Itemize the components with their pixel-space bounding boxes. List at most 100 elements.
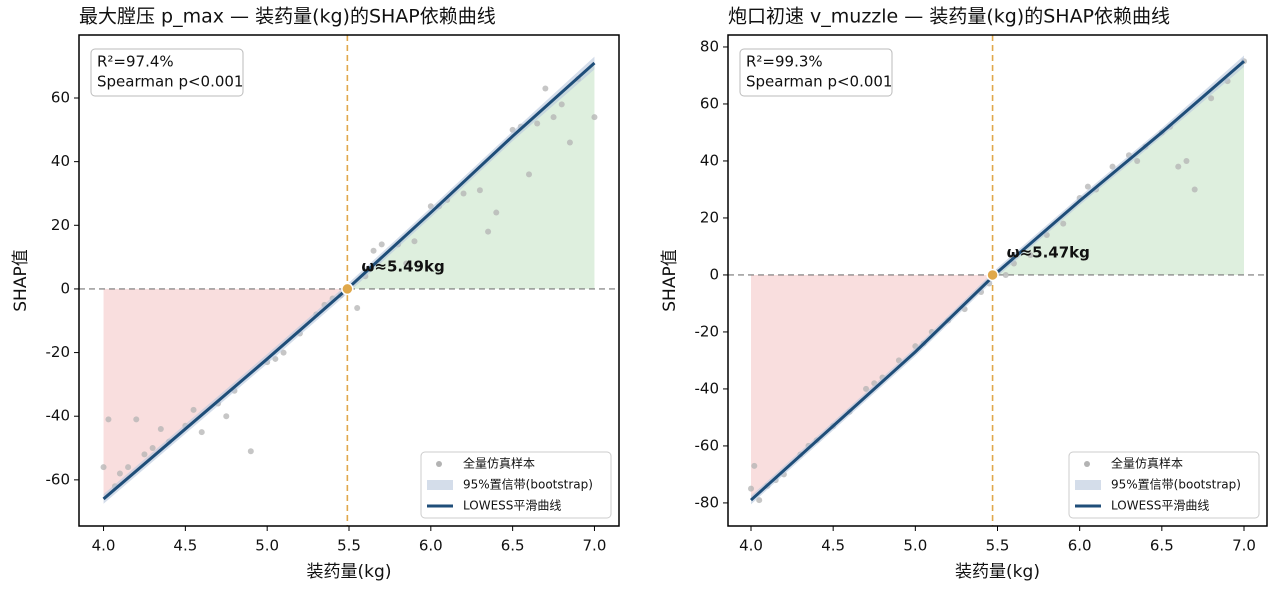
sample-point bbox=[1002, 271, 1009, 278]
y-tick-label: 0 bbox=[709, 265, 719, 283]
sample-point bbox=[748, 485, 755, 492]
sample-point bbox=[411, 238, 418, 245]
sample-point bbox=[591, 114, 598, 121]
x-tick-label: 5.5 bbox=[337, 537, 361, 555]
stats-box bbox=[90, 48, 244, 97]
legend-swatch bbox=[1075, 480, 1101, 490]
threshold-point bbox=[986, 268, 999, 282]
sample-point bbox=[1084, 183, 1091, 190]
sample-point bbox=[485, 228, 492, 235]
sample-point bbox=[542, 85, 549, 92]
legend-box bbox=[420, 451, 612, 519]
x-tick-label: 5.5 bbox=[986, 537, 1010, 555]
y-tick-label: 60 bbox=[51, 89, 70, 107]
sample-point bbox=[1060, 220, 1067, 227]
sample-point bbox=[1183, 157, 1190, 164]
legend-label: 95%置信带(bootstrap) bbox=[1111, 478, 1241, 492]
y-tick-label: 20 bbox=[51, 216, 70, 234]
sample-point bbox=[403, 260, 410, 267]
subplot: ω≈5.49kg 4.0 4.5 5.0 5.5 6.0 6.5 7.0 -60 -40 -20 0 2… bbox=[11, 6, 620, 582]
subplot: ω≈5.47kg 4.0 4.5 5.0 5.5 6.0 6.5 7.0 -80 -60 -40 -2… bbox=[660, 6, 1268, 582]
sample-point bbox=[1134, 157, 1141, 164]
sample-point bbox=[558, 101, 565, 108]
x-tick-label: 4.0 bbox=[92, 537, 116, 555]
stats-text: R²=99.3% bbox=[746, 53, 823, 71]
sample-point bbox=[550, 114, 557, 121]
y-tick-label: 40 bbox=[700, 151, 719, 169]
chart-title: 最大膛压 p_max — 装药量(kg)的SHAP依赖曲线 bbox=[79, 6, 496, 28]
legend-label: 全量仿真样本 bbox=[463, 456, 535, 471]
x-axis-label: 装药量(kg) bbox=[307, 562, 392, 582]
sample-point bbox=[1208, 95, 1215, 102]
sample-point bbox=[198, 429, 205, 436]
sample-point bbox=[149, 445, 156, 452]
legend-label: LOWESS平滑曲线 bbox=[463, 499, 561, 513]
stats-text: Spearman p<0.001 bbox=[746, 73, 892, 91]
x-tick-label: 6.0 bbox=[419, 537, 443, 555]
sample-point bbox=[141, 451, 148, 458]
sample-point bbox=[493, 209, 500, 216]
y-tick-label: 40 bbox=[51, 152, 70, 170]
sample-point bbox=[751, 462, 758, 469]
sample-point bbox=[125, 464, 132, 471]
chart-title: 炮口初速 v_muzzle — 装药量(kg)的SHAP依赖曲线 bbox=[728, 6, 1170, 28]
sample-point bbox=[534, 120, 541, 127]
sample-point bbox=[105, 416, 112, 423]
sample-point bbox=[476, 187, 483, 194]
y-tick-label: 80 bbox=[700, 37, 719, 55]
sample-point bbox=[370, 247, 377, 254]
legend-label: 全量仿真样本 bbox=[1111, 456, 1183, 471]
sample-point bbox=[354, 305, 361, 312]
sample-point bbox=[133, 416, 140, 423]
y-tick-label: -20 bbox=[695, 322, 720, 340]
legend-box bbox=[1068, 451, 1260, 519]
y-tick-label: -40 bbox=[695, 379, 720, 397]
stats-text: Spearman p<0.001 bbox=[97, 73, 243, 91]
sample-point bbox=[247, 448, 254, 455]
sample-point bbox=[863, 385, 870, 392]
legend-swatch bbox=[436, 461, 442, 467]
fill-above bbox=[992, 61, 1244, 275]
x-tick-label: 4.5 bbox=[173, 537, 197, 555]
sample-point bbox=[1191, 186, 1198, 193]
x-tick-label: 6.5 bbox=[501, 537, 525, 555]
sample-point bbox=[526, 171, 532, 178]
y-tick-label: -80 bbox=[695, 493, 720, 511]
y-tick-label: -40 bbox=[46, 407, 71, 425]
x-tick-label: 6.5 bbox=[1150, 537, 1174, 555]
legend-label: LOWESS平滑曲线 bbox=[1111, 499, 1209, 513]
y-axis-label: SHAP值 bbox=[11, 249, 31, 311]
x-tick-label: 5.0 bbox=[255, 537, 279, 555]
y-tick-label: 20 bbox=[700, 208, 719, 226]
threshold-label: ω≈5.47kg bbox=[1007, 243, 1090, 261]
x-tick-label: 5.0 bbox=[903, 537, 927, 555]
sample-point bbox=[157, 425, 164, 432]
sample-point bbox=[223, 413, 230, 420]
sample-point bbox=[116, 470, 123, 477]
legend-swatch bbox=[1084, 461, 1090, 467]
y-axis-label: SHAP值 bbox=[660, 249, 680, 311]
stats-box bbox=[739, 48, 893, 97]
x-tick-label: 6.0 bbox=[1068, 537, 1092, 555]
sample-point bbox=[280, 349, 287, 356]
sample-point bbox=[1175, 163, 1182, 170]
x-axis-label: 装药量(kg) bbox=[955, 562, 1040, 582]
y-tick-label: -20 bbox=[46, 343, 71, 361]
x-tick-label: 4.5 bbox=[821, 537, 845, 555]
threshold-point bbox=[341, 282, 354, 296]
y-tick-label: 60 bbox=[700, 94, 719, 112]
x-tick-label: 7.0 bbox=[583, 537, 607, 555]
sample-point bbox=[190, 406, 197, 413]
plot-area bbox=[79, 35, 619, 526]
x-tick-label: 7.0 bbox=[1232, 537, 1256, 555]
sample-point bbox=[756, 497, 763, 504]
sample-point bbox=[1027, 251, 1034, 258]
legend-label: 95%置信带(bootstrap) bbox=[463, 478, 593, 492]
sample-point bbox=[460, 190, 467, 197]
y-tick-label: -60 bbox=[695, 436, 720, 454]
stats-text: R²=97.4% bbox=[97, 53, 174, 71]
y-tick-label: -60 bbox=[46, 470, 71, 488]
y-tick-label: 0 bbox=[60, 279, 70, 297]
sample-point bbox=[100, 464, 107, 471]
